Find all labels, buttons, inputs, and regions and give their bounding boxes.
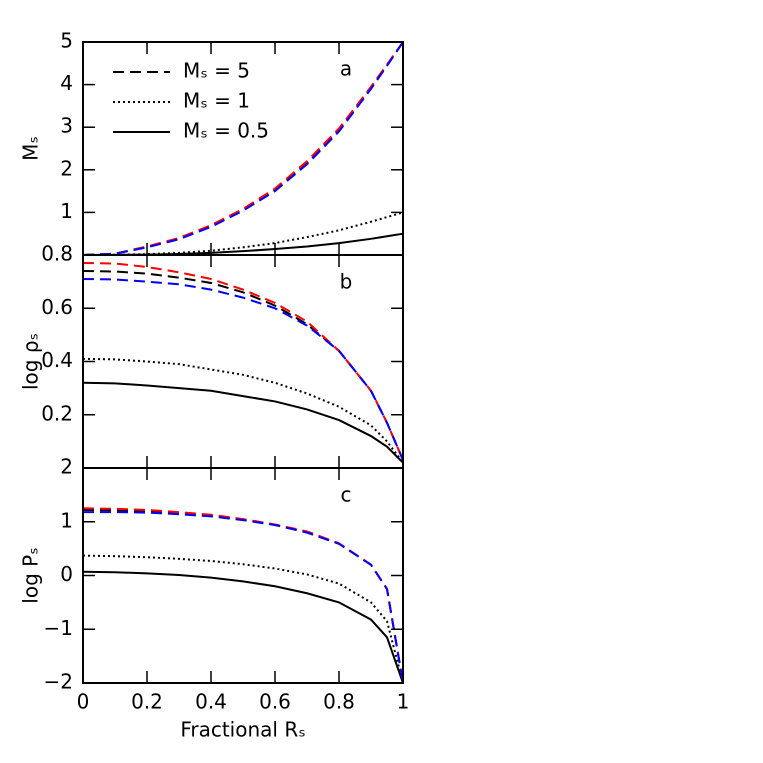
y-tick-label: 0.4 — [41, 348, 73, 372]
y-tick-label: 3 — [60, 114, 73, 138]
data-line — [82, 261, 404, 461]
y-tick-label: 0.6 — [41, 295, 73, 319]
panel-label: c — [341, 483, 352, 507]
data-line — [82, 381, 404, 464]
y-tick-label: 2 — [60, 455, 73, 479]
x-axis-label: Fractional Rₛ — [180, 718, 305, 742]
data-line — [82, 570, 404, 684]
y-tick-label: 1 — [60, 508, 73, 532]
y-axis-label: log ρₛ — [19, 333, 43, 390]
panel-label: a — [340, 57, 352, 81]
x-tick-label: 0.6 — [259, 690, 291, 714]
y-tick-label: 0.8 — [41, 242, 73, 266]
y-tick-label: 0.2 — [41, 401, 73, 425]
data-line — [82, 357, 404, 464]
legend-label: Mₛ = 1 — [183, 89, 250, 113]
x-tick-label: 0.2 — [131, 690, 163, 714]
y-tick-label: 1 — [60, 199, 73, 223]
x-tick-label: 0.8 — [323, 690, 355, 714]
data-line — [82, 508, 404, 684]
y-tick-label: 0 — [60, 562, 73, 586]
data-line — [82, 211, 404, 256]
panel-label: b — [340, 270, 353, 294]
legend-label: Mₛ = 0.5 — [183, 119, 269, 143]
data-line — [82, 269, 404, 461]
y-axis-label: Mₛ — [19, 136, 43, 161]
y-tick-label: −2 — [44, 670, 73, 694]
y-tick-label: 5 — [60, 29, 73, 53]
data-line — [82, 554, 404, 684]
y-tick-label: 2 — [60, 156, 73, 180]
plot-frame — [82, 254, 404, 469]
data-line — [82, 41, 404, 256]
legend-label: Mₛ = 5 — [183, 59, 250, 83]
data-line — [82, 507, 404, 684]
data-line — [82, 277, 404, 461]
y-tick-label: 4 — [60, 71, 73, 95]
y-tick-label: −1 — [44, 616, 73, 640]
y-axis-label: log Pₛ — [19, 547, 43, 603]
plot-frame — [82, 467, 404, 684]
x-tick-label: 1 — [397, 690, 410, 714]
data-line — [83, 511, 404, 684]
x-tick-label: 0.4 — [195, 690, 227, 714]
x-tick-label: 0 — [77, 690, 90, 714]
data-line — [82, 232, 404, 256]
